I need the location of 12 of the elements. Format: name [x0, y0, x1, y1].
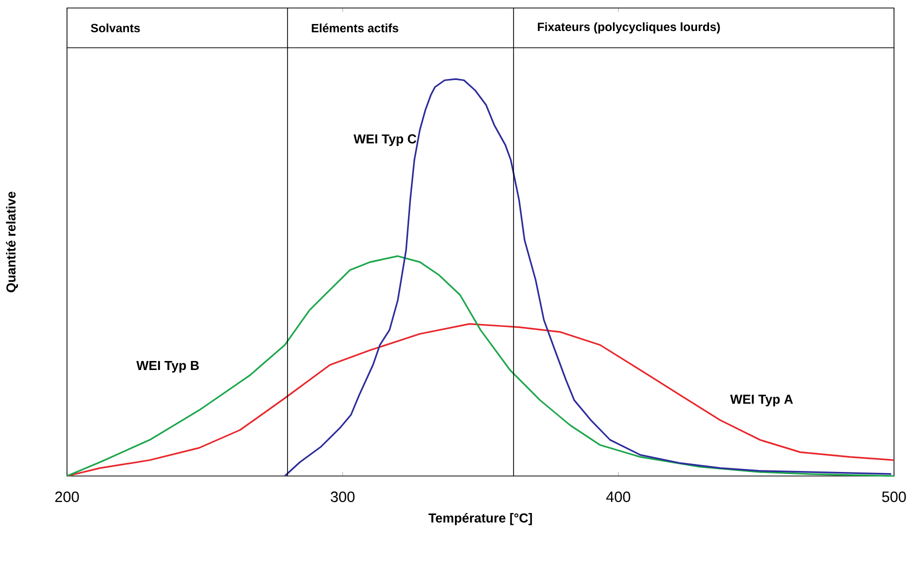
series-label: WEI Typ A [730, 394, 793, 406]
x-tick-label: 500 [882, 492, 906, 502]
text: Eléments actifs [312, 23, 398, 32]
text: Solvants [90, 24, 140, 32]
series-label: WEI Typ C [354, 134, 416, 146]
x-tick-label: 400 [606, 492, 630, 502]
x-axis-title: Température [°C] [428, 512, 532, 526]
text: WEI Typ B [136, 361, 199, 373]
x-tick-label: 200 [55, 492, 79, 502]
x-tick-label: 300 [330, 492, 355, 502]
text: Fixateurs (polycycliques lourds) [538, 22, 720, 34]
y-axis-title: Quantité relative [6, 192, 18, 292]
